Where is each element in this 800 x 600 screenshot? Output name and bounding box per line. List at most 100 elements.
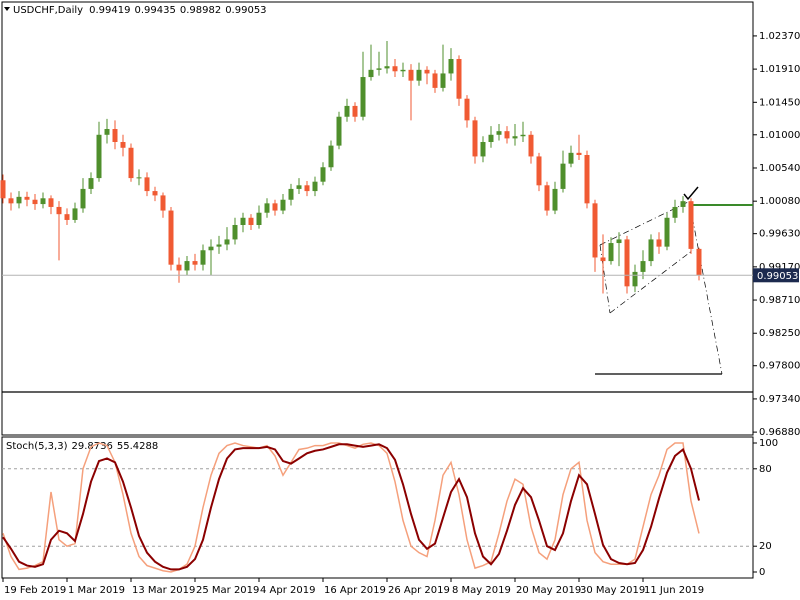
candle-body [280,199,286,211]
signal-value: 55.4288 [117,441,158,452]
candle-body [400,69,406,72]
y-tick-label: 0.99630 [759,229,800,240]
y-tick-label: 80 [759,464,772,475]
candle-body [408,69,414,81]
candle-body [72,208,78,220]
candle-body [608,243,614,262]
candle-body [96,134,102,179]
candle-body [0,180,6,199]
candle-body [456,59,462,99]
candle-body [224,239,230,245]
candle-body [112,129,118,143]
candle-body [64,214,70,220]
y-tick-label: 1.01450 [759,97,800,108]
candle-body [544,185,550,211]
candle-body [80,188,86,209]
candle-body [328,145,334,168]
x-tick-label: 8 May 2019 [452,585,511,596]
y-tick-label: 20 [759,541,772,552]
candle-body [432,73,438,88]
symbol: USDCHF,Daily [13,5,83,16]
candle-body [128,147,134,179]
stoch-line [2,443,700,571]
x-tick-label: 4 Apr 2019 [260,585,315,596]
candle-body [48,198,54,207]
y-tick-label: 1.01000 [759,130,800,141]
candle-body [56,206,62,215]
candle-body [640,261,646,272]
candle-body [296,185,302,189]
candle-body [368,69,374,78]
x-tick-label: 11 Jun 2019 [644,585,704,596]
y-tick-label: 0.99170 [759,262,800,273]
candle-body [632,271,638,287]
y-tick-label: 0.97800 [759,361,800,372]
candle-body [520,134,526,137]
candle-body [200,250,206,265]
candle-body [240,217,246,225]
candle-body [216,244,222,247]
y-tick-label: 0.98250 [759,328,800,339]
candle-body [272,203,278,211]
candle-body [424,69,430,74]
candle-body [448,59,454,74]
candle-body [8,198,14,204]
candle-body [536,156,542,186]
candle-body [264,203,270,213]
y-tick-label: 0.97340 [759,394,800,405]
candle-body [24,196,30,200]
candle-body [552,188,558,211]
indicator-name: Stoch(5,3,3) [6,441,68,452]
candle-body [696,248,702,276]
candle-body [648,239,654,262]
candle-body [664,217,670,247]
candle-body [168,210,174,265]
projection-line [689,204,723,375]
candle-body [192,261,198,265]
candle-body [160,195,166,211]
y-tick-label: 1.01910 [759,64,800,75]
candle-body [176,264,182,271]
candle-body [672,206,678,218]
candle-body [504,131,510,139]
open-value: 0.99419 [89,5,130,16]
candle-body [208,246,214,251]
candle-body [496,131,502,135]
stoch-line [2,442,700,573]
candle-body [392,66,398,72]
y-tick-label: 0.96880 [759,427,800,438]
drawings [2,186,753,393]
x-tick-label: 26 Apr 2019 [388,585,450,596]
candle-body [88,178,94,189]
candle-body [528,134,534,157]
candle-body [232,224,238,240]
candle-body [688,201,694,249]
x-tick-label: 1 Mar 2019 [68,585,125,596]
high-value: 0.99435 [134,5,175,16]
x-tick-label: 30 May 2019 [580,585,645,596]
y-tick-label: 100 [759,438,778,449]
x-tick-label: 16 Apr 2019 [324,585,386,596]
candle-body [120,142,126,148]
candle-body [624,239,630,287]
candle-body [136,177,142,179]
candle-body [304,185,310,192]
candle-body [184,261,190,271]
candle-body [16,196,22,204]
candle-body [576,152,582,155]
candle-body [584,154,590,204]
candle-body [680,201,686,207]
candle-body [464,98,470,121]
x-tick-label: 20 May 2019 [516,585,581,596]
channel-line [599,244,611,314]
candle-body [288,188,294,200]
candle-body [320,167,326,182]
y-tick-label: 1.00540 [759,163,800,174]
x-tick-label: 19 Feb 2019 [4,585,66,596]
y-tick-label: 1.00080 [759,196,800,207]
price-badge-label: 0.99053 [757,271,798,282]
candle-body [152,191,158,196]
candle-body [336,116,342,146]
indicator-header: Stoch(5,3,3) 29.8736 55.4288 [6,441,158,452]
